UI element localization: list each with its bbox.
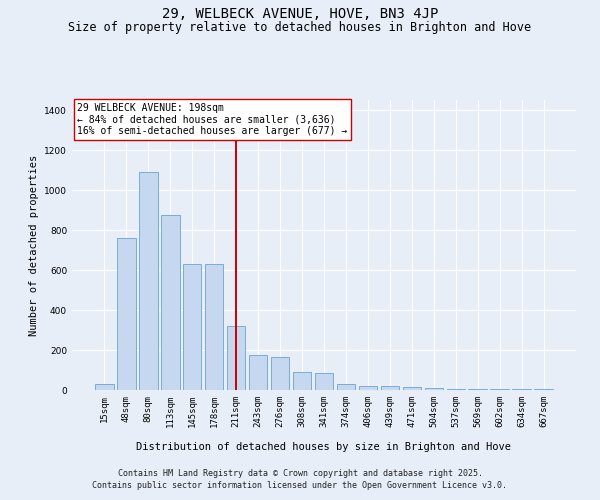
Bar bbox=[403, 387, 421, 390]
Bar bbox=[249, 355, 268, 390]
Bar bbox=[227, 326, 245, 390]
Bar bbox=[359, 386, 377, 390]
Bar bbox=[205, 264, 223, 390]
Bar bbox=[425, 388, 443, 390]
Bar bbox=[293, 372, 311, 390]
Bar bbox=[183, 264, 202, 390]
Bar bbox=[161, 215, 179, 390]
Text: 29, WELBECK AVENUE, HOVE, BN3 4JP: 29, WELBECK AVENUE, HOVE, BN3 4JP bbox=[162, 8, 438, 22]
Bar bbox=[271, 357, 289, 390]
Y-axis label: Number of detached properties: Number of detached properties bbox=[29, 154, 38, 336]
Text: Size of property relative to detached houses in Brighton and Hove: Size of property relative to detached ho… bbox=[68, 21, 532, 34]
Text: Contains public sector information licensed under the Open Government Licence v3: Contains public sector information licen… bbox=[92, 481, 508, 490]
Text: Distribution of detached houses by size in Brighton and Hove: Distribution of detached houses by size … bbox=[137, 442, 511, 452]
Bar bbox=[139, 172, 158, 390]
Text: 29 WELBECK AVENUE: 198sqm
← 84% of detached houses are smaller (3,636)
16% of se: 29 WELBECK AVENUE: 198sqm ← 84% of detac… bbox=[77, 103, 347, 136]
Bar bbox=[380, 386, 399, 390]
Bar bbox=[446, 389, 465, 390]
Bar bbox=[117, 238, 136, 390]
Bar bbox=[95, 384, 113, 390]
Bar bbox=[337, 384, 355, 390]
Bar bbox=[469, 389, 487, 390]
Bar bbox=[314, 373, 334, 390]
Text: Contains HM Land Registry data © Crown copyright and database right 2025.: Contains HM Land Registry data © Crown c… bbox=[118, 468, 482, 477]
